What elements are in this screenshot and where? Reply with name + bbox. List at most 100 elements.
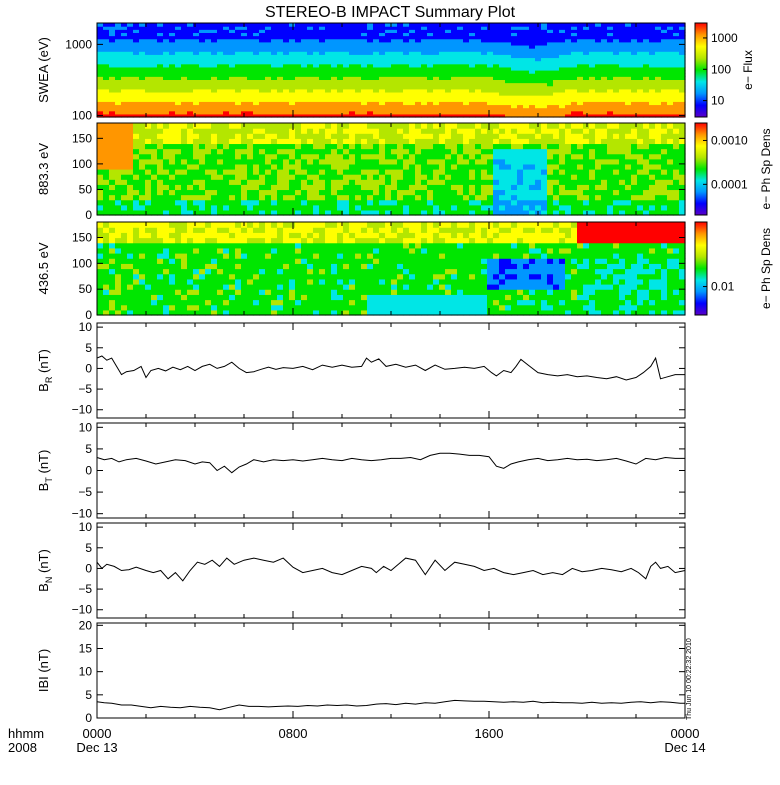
pad883-cell [457, 159, 464, 165]
pad883-cell [301, 164, 308, 170]
pad883-cell [205, 143, 212, 149]
pad883-cell [133, 123, 140, 129]
pad883-cell [253, 205, 260, 211]
pad883-cell [289, 154, 296, 160]
pad883-cell [361, 205, 368, 211]
pad883-cell [409, 133, 416, 139]
pad883-cell [325, 123, 332, 129]
pad883-cell [643, 169, 650, 175]
pad883-cell [415, 123, 422, 129]
pad883-cell [397, 143, 404, 149]
pad883-cell [247, 149, 254, 155]
pad883-cell [457, 128, 464, 134]
pad883-cell [325, 143, 332, 149]
swea-cell [265, 23, 272, 27]
pad883-cell [361, 133, 368, 139]
pad883-cell [325, 138, 332, 144]
pad883-cell [445, 200, 452, 206]
pad883-cell [157, 123, 164, 129]
pad883-cell [127, 179, 134, 185]
pad883-cell [343, 123, 350, 129]
pad883-cell [451, 154, 458, 160]
pad883-cell [505, 123, 512, 129]
pad883-cell [409, 169, 416, 175]
pad883-cell [577, 169, 584, 175]
pad436-cell [121, 279, 128, 285]
pad883-cell [229, 149, 236, 155]
pad883-cell [409, 138, 416, 144]
pad883-cell [175, 200, 182, 206]
pad883-cell [385, 184, 392, 190]
pad883-cell [97, 123, 104, 129]
pad883-cell [625, 128, 632, 134]
pad883-cell [463, 154, 470, 160]
pad436-cell [121, 284, 128, 290]
pad883-cell [433, 138, 440, 144]
pad883-cell [235, 133, 242, 139]
pad883-cell [205, 123, 212, 129]
pad883-cell [157, 169, 164, 175]
pad883-cell [217, 138, 224, 144]
pad883-cell [337, 149, 344, 155]
pad436-cell [151, 274, 158, 280]
pad883-cell [187, 159, 194, 165]
pad883-cell [229, 205, 236, 211]
pad883-cell [109, 179, 116, 185]
pad883-cell [553, 179, 560, 185]
pad883-cell [571, 174, 578, 180]
pad883-cell [403, 143, 410, 149]
pad883-cell [229, 164, 236, 170]
pad883-cell [223, 154, 230, 160]
pad883-cell [451, 179, 458, 185]
pad883-cell [655, 159, 662, 165]
pad436-cell [97, 300, 104, 306]
pad883-cell [121, 133, 128, 139]
pad883-cell [145, 189, 152, 195]
pad883-cell [583, 123, 590, 129]
pad883-cell [559, 143, 566, 149]
pad883-cell [121, 200, 128, 206]
pad883-cell [247, 143, 254, 149]
pad883-cell [319, 179, 326, 185]
pad883-cell [271, 128, 278, 134]
pad883-cell [499, 169, 506, 175]
pad436-cell [133, 222, 140, 228]
pad883-cell [517, 133, 524, 139]
pad883-cell [109, 159, 116, 165]
pad883-cell [499, 195, 506, 201]
pad883-cell [397, 123, 404, 129]
pad883-cell [301, 179, 308, 185]
pad883-cell [367, 159, 374, 165]
pad883-cell [535, 189, 542, 195]
swea-cell [301, 23, 308, 27]
pad883-cell [187, 133, 194, 139]
pad883-cell [307, 179, 314, 185]
pad883-cell [433, 149, 440, 155]
pad883-cell [343, 200, 350, 206]
pad883-cell [421, 174, 428, 180]
pad436-cell [151, 305, 158, 311]
pad883-cell [175, 149, 182, 155]
pad436-cell [151, 258, 158, 264]
swea-cell [511, 23, 518, 27]
pad883-cell [331, 138, 338, 144]
pad883-cell [139, 174, 146, 180]
pad883-cell [409, 184, 416, 190]
pad883-cell [499, 128, 506, 134]
pad883-cell [517, 128, 524, 134]
pad883-cell [541, 164, 548, 170]
pad883-cell [517, 200, 524, 206]
pad883-cell [373, 149, 380, 155]
pad883-cell [391, 154, 398, 160]
pad883-cell [607, 123, 614, 129]
pad883-cell [445, 154, 452, 160]
pad883-cell [163, 200, 170, 206]
pad883-cell [613, 179, 620, 185]
pad883-cell [559, 154, 566, 160]
swea-cell [619, 23, 626, 27]
pad883-cell [445, 179, 452, 185]
pad883-cell [661, 138, 668, 144]
pad883-cell [331, 154, 338, 160]
swea-cell [343, 23, 350, 27]
pad883-cell [565, 149, 572, 155]
